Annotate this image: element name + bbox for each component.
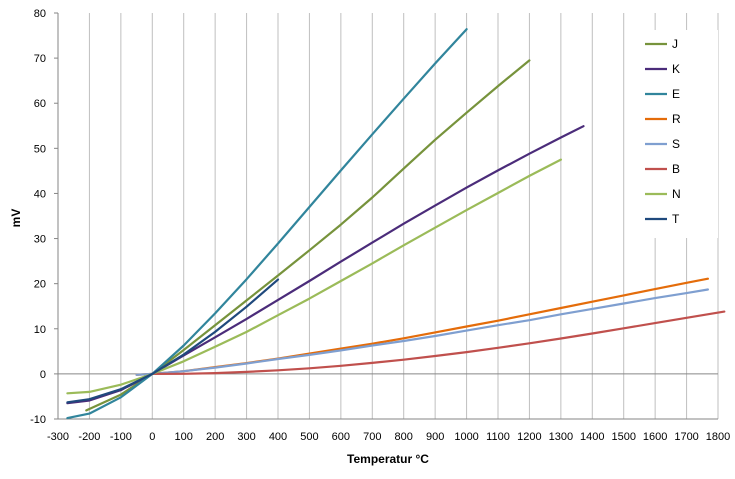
series-line-k (66, 125, 585, 405)
x-tick-label: 600 (332, 431, 350, 443)
x-tick-label: 1800 (706, 431, 730, 443)
series-layer (66, 28, 726, 420)
series-line-e (66, 28, 468, 420)
legend-label-k: K (672, 62, 680, 76)
x-tick-label: 800 (395, 431, 413, 443)
x-tick-label: 1400 (580, 431, 604, 443)
grid-layer (57, 13, 719, 419)
legend-label-b: B (672, 162, 680, 176)
y-tick-label: 0 (40, 369, 46, 381)
x-tick-label: 500 (300, 431, 318, 443)
y-tick-label: 20 (34, 279, 46, 291)
y-tick-label: 80 (34, 8, 46, 20)
x-tick-label: 400 (269, 431, 287, 443)
legend-box (640, 30, 718, 238)
y-tick-label: 10 (34, 324, 46, 336)
series-line-t (66, 278, 280, 404)
y-tick-label: -10 (30, 414, 46, 426)
y-tick-label: 40 (34, 188, 46, 200)
legend-label-n: N (672, 187, 681, 201)
x-tick-label: 1000 (454, 431, 478, 443)
y-tick-label: 30 (34, 234, 46, 246)
y-tick-label: 60 (34, 98, 46, 110)
x-tick-label: 700 (363, 431, 381, 443)
x-tick-label: 1100 (486, 431, 510, 443)
x-tick-label: 200 (206, 431, 224, 443)
x-tick-label: 1500 (611, 431, 635, 443)
series-line-s (135, 288, 710, 376)
x-tick-label: 0 (149, 431, 155, 443)
legend-label-j: J (672, 37, 678, 51)
y-axis-title: mV (9, 209, 23, 228)
legend-label-r: R (672, 112, 681, 126)
axes-layer: -300 -200 -100 0 100 200 300 400 500 600 700 800 900… (30, 8, 730, 443)
legend-label-e: E (672, 87, 680, 101)
legend-label-t: T (672, 212, 680, 226)
x-tick-label: 1700 (674, 431, 698, 443)
series-line-j (85, 59, 531, 412)
x-tick-label: 1200 (517, 431, 541, 443)
legend-label-s: S (672, 137, 680, 151)
series-line-n (66, 158, 563, 395)
x-tick-label: 1600 (643, 431, 667, 443)
x-tick-label: 300 (237, 431, 255, 443)
x-tick-label: -100 (110, 431, 132, 443)
y-tick-label: 70 (34, 53, 46, 65)
x-tick-label: 900 (426, 431, 444, 443)
x-tick-label: 100 (175, 431, 193, 443)
x-tick-label: 1300 (549, 431, 573, 443)
x-tick-label: -300 (47, 431, 69, 443)
series-line-b (151, 310, 726, 375)
x-axis-title: Temperatur °C (347, 452, 429, 466)
x-tick-label: -200 (78, 431, 100, 443)
y-tick-label: 50 (34, 143, 46, 155)
